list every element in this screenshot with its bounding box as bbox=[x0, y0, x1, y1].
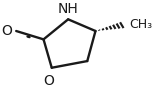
Text: O: O bbox=[44, 74, 55, 88]
Text: CH₃: CH₃ bbox=[130, 18, 153, 31]
Text: O: O bbox=[1, 24, 12, 38]
Text: NH: NH bbox=[58, 2, 79, 16]
